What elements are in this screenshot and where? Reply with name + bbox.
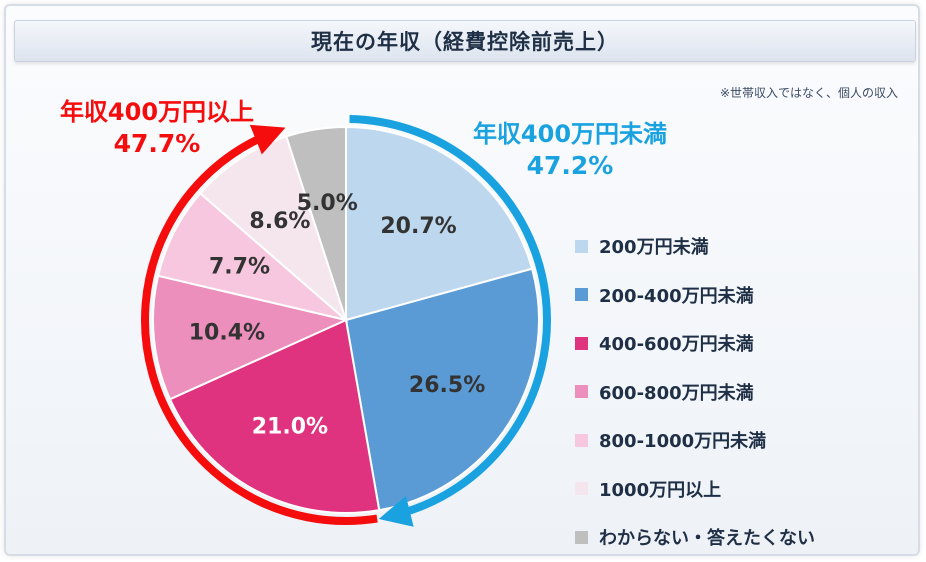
legend-swatch (575, 433, 588, 447)
lower-group-name: 年収400万円未満 (472, 120, 668, 148)
legend-swatch (575, 239, 588, 253)
legend-label: 400-600万円未満 (599, 334, 754, 356)
title-bar: 現在の年収（経費控除前売上） (14, 20, 916, 62)
pie-label-4: 10.4% (189, 320, 265, 345)
legend-label: 800-1000万円未満 (599, 431, 767, 453)
legend-swatch (575, 336, 588, 350)
upper-group-arc (141, 124, 378, 525)
pie-label-6: 8.6% (249, 209, 310, 234)
pie-label-3: 21.0% (252, 415, 328, 440)
legend-label: 200-400万円未満 (599, 285, 754, 307)
legend-label: 1000万円以上 (599, 479, 722, 501)
pie-slice-3 (168, 318, 381, 514)
pie-slice-2 (344, 267, 540, 512)
chart-note: ※世帯収入ではなく、個人の収入 (719, 86, 898, 100)
legend-swatch (575, 530, 588, 544)
chart-legend: 200万円未満 200-400万円未満 400-600万円未満 600-800万円未満… (575, 222, 815, 562)
legend-swatch (575, 288, 588, 302)
legend-label: 600-800万円未満 (599, 382, 754, 404)
pie-slice-5 (156, 191, 347, 321)
legend-label: 200万円未満 (599, 237, 709, 259)
legend-item-3: 400-600万円未満 (575, 319, 815, 368)
pie-slice-7 (285, 125, 347, 321)
lower-group-label: 年収400万円未満 47.2% (440, 118, 700, 182)
pie-label-2: 26.5% (409, 373, 485, 398)
legend-item-7: わからない・答えたくない (575, 513, 815, 562)
legend-item-2: 200-400万円未満 (575, 271, 815, 320)
pie-slice-4 (152, 274, 350, 401)
lower-group-percent: 47.2% (526, 151, 614, 180)
legend-item-6: 1000万円以上 (575, 465, 815, 514)
legend-swatch (575, 482, 588, 496)
legend-swatch (575, 385, 588, 399)
lower-group-arc (349, 115, 551, 527)
upper-group-label: 年収400万円以上 47.7% (22, 96, 292, 160)
chart-title: 現在の年収（経費控除前売上） (311, 30, 619, 54)
legend-item-4: 600-800万円未満 (575, 368, 815, 417)
upper-group-name: 年収400万円以上 (59, 98, 255, 126)
pie-slice-1 (345, 125, 534, 322)
pie-label-1: 20.7% (380, 214, 456, 239)
legend-item-5: 800-1000万円未満 (575, 416, 815, 465)
legend-item-1: 200万円未満 (575, 222, 815, 271)
legend-label: わからない・答えたくない (599, 528, 815, 550)
upper-group-percent: 47.7% (113, 129, 201, 158)
pie-label-5: 7.7% (209, 254, 270, 279)
pie-label-7: 5.0% (297, 191, 358, 216)
